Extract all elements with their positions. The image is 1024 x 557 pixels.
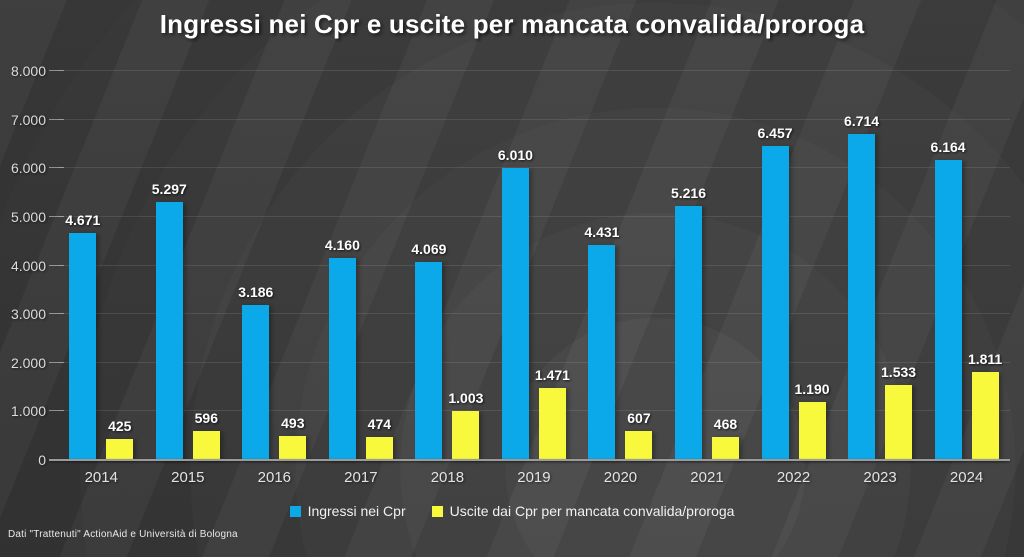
bar-group: 4.671 425 2014 xyxy=(63,71,139,486)
bar-value-label: 4.671 xyxy=(65,211,101,228)
chart-legend: Ingressi nei Cpr Uscite dai Cpr per manc… xyxy=(0,503,1024,519)
bar-ingressi: 6.457 xyxy=(757,125,793,460)
bar-uscite: 474 xyxy=(365,416,393,460)
data-source-note: Dati "Trattenuti" ActionAid e Università… xyxy=(8,529,238,540)
y-axis-tick-label: 0 xyxy=(38,452,46,468)
bar-value-label: 3.186 xyxy=(238,284,274,301)
bar-uscite: 468 xyxy=(711,416,739,460)
h-gridline xyxy=(49,215,1010,217)
bar-value-label: 6.164 xyxy=(930,139,966,156)
legend-swatch-ingressi-icon xyxy=(289,505,301,517)
bar-uscite: 596 xyxy=(192,410,220,460)
h-gridline xyxy=(49,313,1010,315)
h-gridline xyxy=(49,361,1010,363)
bar-ingressi: 4.671 xyxy=(65,212,100,460)
bar-ingressi: 6.714 xyxy=(844,113,879,460)
h-gridline xyxy=(49,410,1010,412)
legend-swatch-uscite-icon xyxy=(431,505,443,517)
bar-uscite: 493 xyxy=(279,415,307,460)
x-axis-line xyxy=(49,459,1010,461)
bar-ingressi: 3.186 xyxy=(238,284,273,460)
y-axis-tick-label: 1.000 xyxy=(10,403,46,420)
bar-group: 4.160 474 2017 xyxy=(323,71,399,486)
bar-group: 6.164 1.811 2024 xyxy=(929,71,1005,486)
x-axis-category-label: 2014 xyxy=(84,469,118,486)
bar-value-label: 6.010 xyxy=(497,146,533,163)
bar-ingressi: 5.297 xyxy=(152,181,187,460)
x-axis-category-label: 2016 xyxy=(257,469,292,486)
h-gridline xyxy=(49,70,1010,71)
bar-uscite: 425 xyxy=(106,418,134,460)
bar-uscite: 1.471 xyxy=(535,367,570,460)
bars-layer: 4.671 425 2014 5.297 596 2015 3.186 493 2016 4.16… xyxy=(58,71,1010,486)
x-axis-category-label: 2017 xyxy=(344,469,378,486)
bar-ingressi: 6.164 xyxy=(931,139,966,460)
bar-value-label: 474 xyxy=(367,415,392,432)
bar-value-label: 1.190 xyxy=(794,381,830,398)
x-axis-category-label: 2018 xyxy=(430,469,465,486)
bar-value-label: 607 xyxy=(627,409,651,426)
bar-value-label: 596 xyxy=(194,410,218,427)
plot-area: 4.671 425 2014 5.297 596 2015 3.186 493 2016 4.16… xyxy=(49,70,1010,486)
bar-uscite: 1.190 xyxy=(794,381,830,460)
y-axis-tick-label: 7.000 xyxy=(10,111,46,128)
bar-value-label: 1.003 xyxy=(448,390,484,407)
y-axis-tick-label: 8.000 xyxy=(10,63,46,79)
y-axis-tick-label: 2.000 xyxy=(10,354,46,371)
bar-ingressi: 4.160 xyxy=(325,237,360,460)
bar-value-label: 6.457 xyxy=(757,125,793,142)
bar-uscite: 1.811 xyxy=(968,351,1002,460)
bar-value-label: 468 xyxy=(713,416,738,433)
legend-item-uscite: Uscite dai Cpr per mancata convalida/pro… xyxy=(431,503,735,519)
bar-uscite: 1.533 xyxy=(881,364,916,460)
x-axis-category-label: 2015 xyxy=(171,469,205,486)
y-axis-tick-label: 3.000 xyxy=(10,306,46,323)
legend-label-ingressi: Ingressi nei Cpr xyxy=(307,503,406,519)
bar-group: 5.216 468 2021 xyxy=(669,71,745,486)
legend-item-ingressi: Ingressi nei Cpr xyxy=(289,503,406,519)
bar-value-label: 6.714 xyxy=(844,112,880,129)
bar-value-label: 1.533 xyxy=(881,364,917,381)
bar-value-label: 5.216 xyxy=(670,185,707,202)
x-axis-category-label: 2020 xyxy=(603,469,638,486)
bar-ingressi: 5.216 xyxy=(671,185,706,460)
bar-group: 4.069 1.003 2018 xyxy=(409,71,485,486)
bar-value-label: 425 xyxy=(108,418,132,435)
bar-group: 6.457 1.190 2022 xyxy=(756,71,832,486)
y-axis-tick-label: 5.000 xyxy=(10,208,46,225)
bar-value-label: 4.431 xyxy=(584,223,620,240)
h-gridline xyxy=(49,118,1010,120)
h-gridline xyxy=(49,264,1010,266)
legend-label-uscite: Uscite dai Cpr per mancata convalida/pro… xyxy=(449,503,735,519)
bar-value-label: 1.811 xyxy=(967,350,1003,367)
bar-value-label: 5.297 xyxy=(151,181,187,198)
h-gridline xyxy=(49,167,1010,169)
bar-value-label: 4.069 xyxy=(411,241,447,258)
x-axis-category-label: 2024 xyxy=(949,469,984,486)
y-axis-labels: 0 1.000 2.000 3.000 4.000 5.000 6.000 7.000 8.00… xyxy=(0,63,46,468)
bar-group: 5.297 596 2015 xyxy=(150,71,226,486)
bar-ingressi: 6.010 xyxy=(498,147,533,460)
y-axis-tick-label: 4.000 xyxy=(10,257,46,274)
bar-group: 6.010 1.471 2019 xyxy=(496,71,572,486)
y-axis-tick-label: 6.000 xyxy=(10,160,46,177)
bar-value-label: 1.471 xyxy=(534,367,570,384)
bar-uscite: 1.003 xyxy=(448,390,483,460)
bar-uscite: 607 xyxy=(625,410,653,460)
x-axis-category-label: 2023 xyxy=(863,469,897,486)
bar-value-label: 4.160 xyxy=(324,236,360,253)
bar-group: 3.186 493 2016 xyxy=(236,71,312,486)
x-axis-category-label: 2021 xyxy=(690,469,724,486)
x-axis-category-label: 2022 xyxy=(776,469,811,486)
x-axis-category-label: 2019 xyxy=(517,469,551,486)
bar-ingressi: 4.431 xyxy=(584,224,619,460)
bar-ingressi: 4.069 xyxy=(411,241,446,460)
bar-group: 6.714 1.533 2023 xyxy=(842,71,918,486)
chart-title: Ingressi nei Cpr e uscite per mancata co… xyxy=(159,9,865,39)
bar-group: 4.431 607 2020 xyxy=(582,71,658,486)
bar-value-label: 493 xyxy=(281,415,305,432)
